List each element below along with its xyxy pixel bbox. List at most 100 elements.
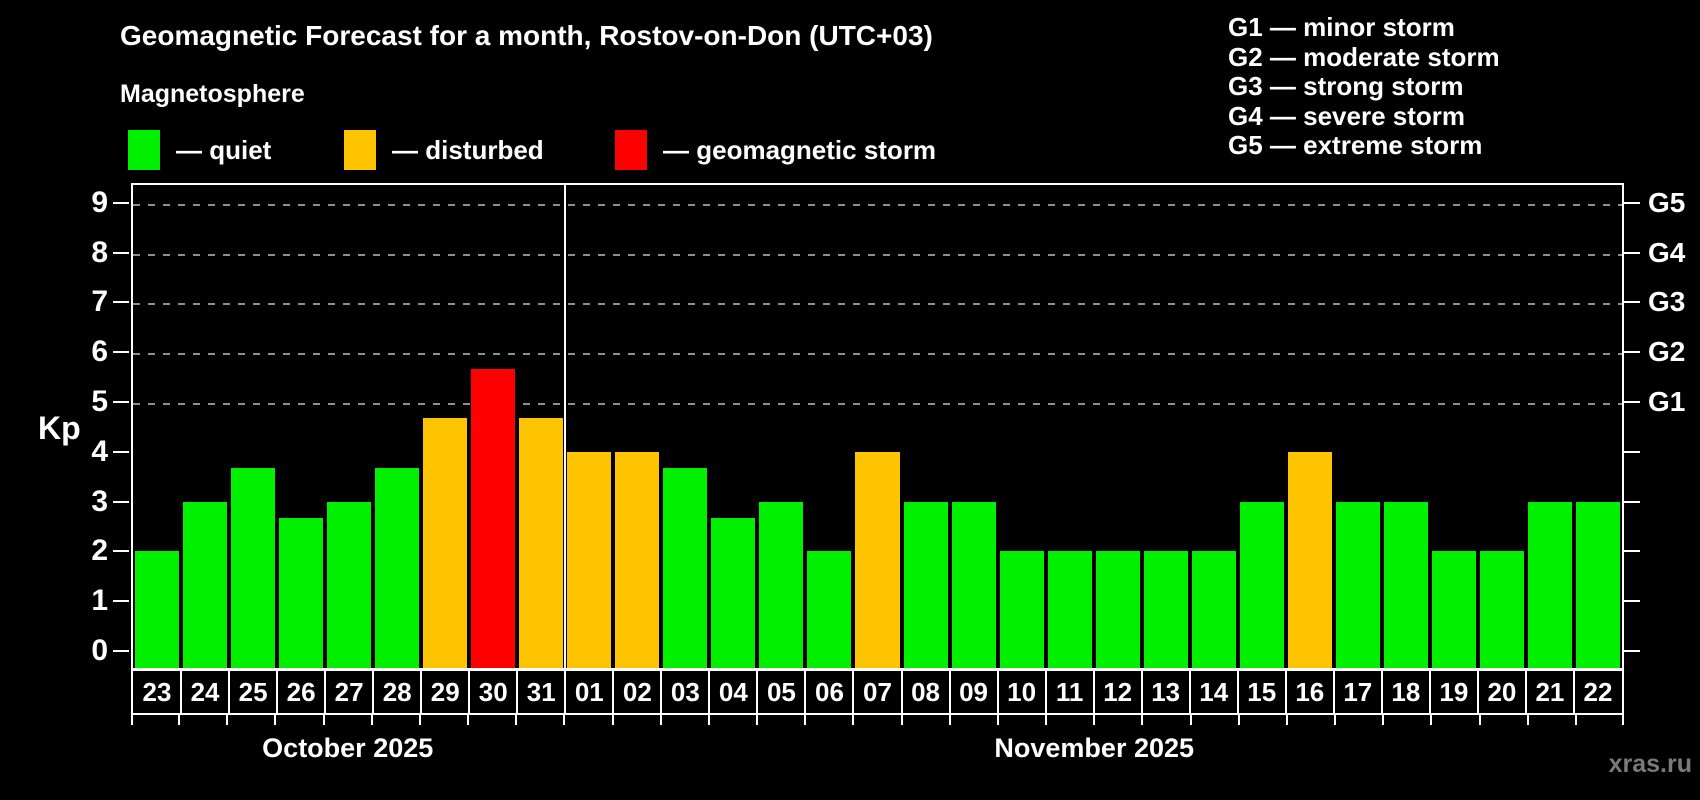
axis-boundary-tick bbox=[322, 715, 325, 725]
kp-bar bbox=[327, 501, 372, 668]
kp-bar bbox=[615, 451, 660, 668]
y-axis-tick-label: 7 bbox=[91, 285, 108, 319]
kp-bar bbox=[663, 468, 708, 668]
axis-boundary-tick bbox=[611, 715, 614, 725]
day-label: 22 bbox=[1583, 677, 1613, 707]
day-label: 01 bbox=[574, 677, 604, 707]
axis-boundary-tick bbox=[1478, 715, 1481, 725]
gridline bbox=[133, 203, 1622, 206]
day-cell-separator bbox=[852, 671, 855, 713]
axis-boundary-tick bbox=[1141, 715, 1144, 725]
legend-label-quiet: — quiet bbox=[176, 134, 272, 165]
axis-boundary-tick bbox=[1045, 715, 1048, 725]
kp-bar bbox=[1575, 501, 1620, 668]
kp-bar bbox=[567, 451, 612, 668]
day-cell-separator bbox=[1332, 671, 1335, 713]
kp-bar bbox=[1383, 501, 1428, 668]
g-axis-tick bbox=[1624, 550, 1640, 553]
day-label: 26 bbox=[286, 677, 316, 707]
axis-boundary-tick bbox=[1285, 715, 1288, 725]
day-cell-separator bbox=[564, 671, 567, 713]
g-level-label: G3 bbox=[1648, 286, 1686, 318]
y-axis-tick-label: 1 bbox=[91, 584, 108, 618]
day-cell-separator bbox=[804, 671, 807, 713]
month-label: November 2025 bbox=[994, 733, 1195, 763]
day-cell-separator bbox=[1524, 671, 1527, 713]
g-axis-tick bbox=[1624, 650, 1640, 652]
day-label: 12 bbox=[1103, 677, 1133, 707]
month-separator-line bbox=[564, 185, 567, 668]
y-axis-tick bbox=[113, 301, 129, 304]
kp-bar bbox=[903, 501, 948, 668]
storm-scale-g4: G4 — severe storm bbox=[1228, 100, 1466, 131]
kp-bar bbox=[471, 368, 516, 668]
day-label: 17 bbox=[1343, 677, 1373, 707]
day-label: 11 bbox=[1055, 677, 1084, 707]
storm-color-swatch bbox=[615, 130, 647, 170]
kp-bar bbox=[951, 501, 996, 668]
month-labels-row: October 2025 November 2025 bbox=[131, 733, 1624, 765]
axis-boundary-tick bbox=[1093, 715, 1096, 725]
day-label: 13 bbox=[1151, 677, 1181, 707]
y-axis-tick-label: 6 bbox=[91, 335, 108, 369]
axis-boundary-tick bbox=[226, 715, 229, 725]
day-label: 27 bbox=[334, 677, 364, 707]
day-cell-separator bbox=[372, 671, 375, 713]
gridline bbox=[133, 303, 1622, 306]
g-axis-tick bbox=[1624, 201, 1640, 204]
day-cell-separator bbox=[1044, 671, 1047, 713]
kp-bar bbox=[711, 518, 756, 668]
kp-bar bbox=[231, 468, 276, 668]
g-axis-tick bbox=[1624, 301, 1640, 304]
y-axis-tick bbox=[113, 550, 129, 553]
kp-bar bbox=[1287, 451, 1332, 668]
kp-bar bbox=[519, 418, 564, 668]
quiet-color-swatch bbox=[128, 130, 160, 170]
day-label: 21 bbox=[1535, 677, 1565, 707]
kp-bar bbox=[279, 518, 324, 668]
day-cell-separator bbox=[1284, 671, 1287, 713]
storm-scale-g2: G2 — moderate storm bbox=[1228, 41, 1500, 72]
g-axis-tick bbox=[1624, 251, 1640, 254]
axis-boundary-tick bbox=[418, 715, 421, 725]
kp-bar bbox=[375, 468, 420, 668]
kp-bar bbox=[183, 501, 228, 668]
storm-scale-g1: G1 — minor storm bbox=[1228, 12, 1455, 42]
y-axis-tick bbox=[113, 600, 129, 603]
month-label: October 2025 bbox=[262, 733, 434, 763]
y-axis-tick bbox=[113, 401, 129, 403]
g-level-label: G1 bbox=[1648, 386, 1686, 417]
day-label: 25 bbox=[238, 677, 268, 707]
axis-boundary-tick bbox=[563, 715, 566, 725]
kp-bar bbox=[999, 551, 1044, 668]
day-cell-separator bbox=[708, 671, 711, 713]
y-axis-tick-label: 8 bbox=[91, 235, 108, 269]
day-cell-separator bbox=[1476, 671, 1479, 713]
day-label: 28 bbox=[382, 677, 412, 707]
kp-bar bbox=[1143, 551, 1188, 668]
kp-bar bbox=[1479, 551, 1524, 668]
y-axis-tick-label: 5 bbox=[91, 385, 108, 418]
kp-axis-label: Kp bbox=[38, 410, 81, 446]
y-axis-tick bbox=[113, 500, 129, 503]
axis-boundary-tick bbox=[948, 715, 951, 725]
axis-boundary-tick bbox=[756, 715, 759, 725]
day-cell-separator bbox=[996, 671, 999, 713]
day-label: 18 bbox=[1391, 677, 1421, 707]
day-cell-separator bbox=[900, 671, 903, 713]
y-axis-tick bbox=[113, 650, 129, 652]
day-cell-separator bbox=[1092, 671, 1095, 713]
day-label: 15 bbox=[1247, 677, 1277, 707]
day-label: 10 bbox=[1007, 677, 1037, 707]
day-label: 19 bbox=[1439, 677, 1469, 707]
day-cell-separator bbox=[948, 671, 951, 713]
legend-item-quiet: — quiet bbox=[128, 130, 271, 170]
day-label: 05 bbox=[766, 677, 796, 707]
day-cell-separator bbox=[1140, 671, 1143, 713]
storm-scale-g5: G5 — extreme storm bbox=[1228, 130, 1483, 160]
kp-bar bbox=[759, 501, 804, 668]
y-axis-tick-label: 9 bbox=[91, 185, 108, 219]
g-level-label: G5 bbox=[1648, 186, 1686, 218]
day-cell-separator bbox=[420, 671, 423, 713]
day-label: 14 bbox=[1199, 677, 1229, 707]
